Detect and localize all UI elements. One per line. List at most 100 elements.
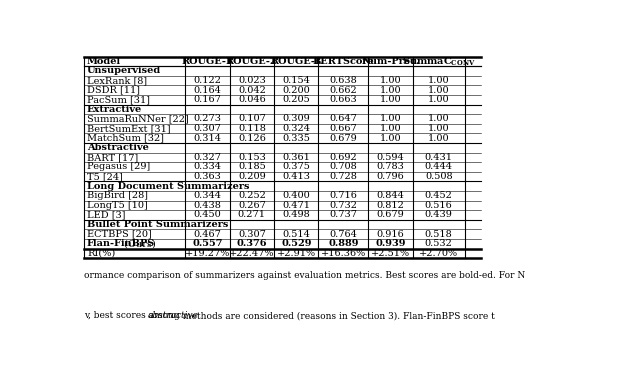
Text: ECTBPS [20]: ECTBPS [20] [87,230,152,239]
Text: DSDR [11]: DSDR [11] [87,86,140,95]
Text: 0.164: 0.164 [193,86,221,95]
Text: ROUGE-L: ROUGE-L [270,57,322,66]
Text: LED [3]: LED [3] [87,211,125,219]
Text: 0.529: 0.529 [281,239,312,248]
Text: 0.307: 0.307 [238,230,266,239]
Text: BertSumExt [31]: BertSumExt [31] [87,124,171,133]
Text: 0.708: 0.708 [330,162,357,171]
Text: 0.508: 0.508 [425,172,452,181]
Text: 0.532: 0.532 [425,239,452,248]
Text: Unsupervised: Unsupervised [87,67,161,75]
Text: LexRank [8]: LexRank [8] [87,76,147,85]
Text: 0.663: 0.663 [330,95,357,104]
Text: 0.107: 0.107 [238,114,266,124]
Text: 0.452: 0.452 [425,191,452,200]
Text: 0.209: 0.209 [238,172,266,181]
Text: 0.200: 0.200 [282,86,310,95]
Text: 0.363: 0.363 [193,172,221,181]
Text: 0.439: 0.439 [425,211,452,219]
Text: 0.153: 0.153 [238,153,266,162]
Text: 1.00: 1.00 [380,134,401,143]
Text: 0.679: 0.679 [330,134,357,143]
Text: 0.167: 0.167 [193,95,221,104]
Text: SummaC$_\mathregular{CONV}$: SummaC$_\mathregular{CONV}$ [402,55,476,68]
Text: 0.324: 0.324 [282,124,310,133]
Text: 0.252: 0.252 [238,191,266,200]
Text: 0.889: 0.889 [328,239,358,248]
Text: MatchSum [32]: MatchSum [32] [87,134,164,143]
Text: 0.122: 0.122 [193,76,221,85]
Text: +2.91%: +2.91% [276,249,316,258]
Text: 0.376: 0.376 [237,239,267,248]
Text: 0.154: 0.154 [282,76,310,85]
Text: (Ours): (Ours) [121,239,156,248]
Text: 0.334: 0.334 [193,162,221,171]
Text: 0.783: 0.783 [376,162,404,171]
Text: 0.450: 0.450 [193,211,221,219]
Text: BART [17]: BART [17] [87,153,138,162]
Text: ROUGE-2: ROUGE-2 [226,57,278,66]
Text: 0.594: 0.594 [376,153,404,162]
Text: 1.00: 1.00 [380,114,401,124]
Text: 0.716: 0.716 [330,191,357,200]
Text: 1.00: 1.00 [380,124,401,133]
Text: 0.796: 0.796 [376,172,404,181]
Text: 0.042: 0.042 [238,86,266,95]
Text: Flan-FinBPS: Flan-FinBPS [87,239,155,248]
Text: 0.413: 0.413 [282,172,310,181]
Text: 0.271: 0.271 [238,211,266,219]
Text: 0.467: 0.467 [193,230,221,239]
Text: +16.36%: +16.36% [321,249,366,258]
Text: abstractive: abstractive [147,311,198,320]
Text: Extractive: Extractive [87,105,142,114]
Text: Abstractive: Abstractive [87,143,149,152]
Text: 0.205: 0.205 [282,95,310,104]
Text: v, best scores among: v, best scores among [84,311,182,320]
Text: 0.444: 0.444 [425,162,452,171]
Text: 0.557: 0.557 [192,239,223,248]
Text: 0.667: 0.667 [330,124,357,133]
Text: Pegasus [29]: Pegasus [29] [87,162,150,171]
Text: 0.471: 0.471 [282,201,310,210]
Text: 0.185: 0.185 [238,162,266,171]
Text: T5 [24]: T5 [24] [87,172,123,181]
Text: 0.126: 0.126 [238,134,266,143]
Text: ormance comparison of summarizers against evaluation metrics. Best scores are bo: ormance comparison of summarizers agains… [84,271,525,280]
Text: Model: Model [86,57,120,66]
Text: 0.647: 0.647 [330,114,357,124]
Text: 1.00: 1.00 [428,95,449,104]
Text: Long Document Summarizers: Long Document Summarizers [87,182,250,191]
Text: 1.00: 1.00 [380,95,401,104]
Text: +2.70%: +2.70% [419,249,458,258]
Text: 0.939: 0.939 [375,239,406,248]
Text: 1.00: 1.00 [380,76,401,85]
Text: 0.309: 0.309 [282,114,310,124]
Text: 0.023: 0.023 [238,76,266,85]
Text: +19.27%: +19.27% [185,249,230,258]
Text: PacSum [31]: PacSum [31] [87,95,150,104]
Text: 0.400: 0.400 [282,191,310,200]
Text: 0.046: 0.046 [238,95,266,104]
Text: 0.812: 0.812 [376,201,404,210]
Text: 0.844: 0.844 [376,191,404,200]
Text: 0.307: 0.307 [193,124,221,133]
Text: ROUGE-1: ROUGE-1 [182,57,233,66]
Text: 0.314: 0.314 [193,134,221,143]
Text: 1.00: 1.00 [428,86,449,95]
Text: 0.514: 0.514 [282,230,310,239]
Text: 0.267: 0.267 [238,201,266,210]
Text: 0.662: 0.662 [330,86,357,95]
Text: 1.00: 1.00 [428,134,449,143]
Text: 0.638: 0.638 [330,76,357,85]
Text: Bullet Point Summarizers: Bullet Point Summarizers [87,220,228,229]
Text: 0.327: 0.327 [193,153,221,162]
Text: 0.916: 0.916 [376,230,404,239]
Text: 0.118: 0.118 [238,124,266,133]
Text: 0.273: 0.273 [193,114,221,124]
Text: 1.00: 1.00 [428,76,449,85]
Text: 0.737: 0.737 [329,211,357,219]
Text: 0.498: 0.498 [282,211,310,219]
Text: 0.518: 0.518 [425,230,452,239]
Text: 0.692: 0.692 [330,153,357,162]
Text: LongT5 [10]: LongT5 [10] [87,201,148,210]
